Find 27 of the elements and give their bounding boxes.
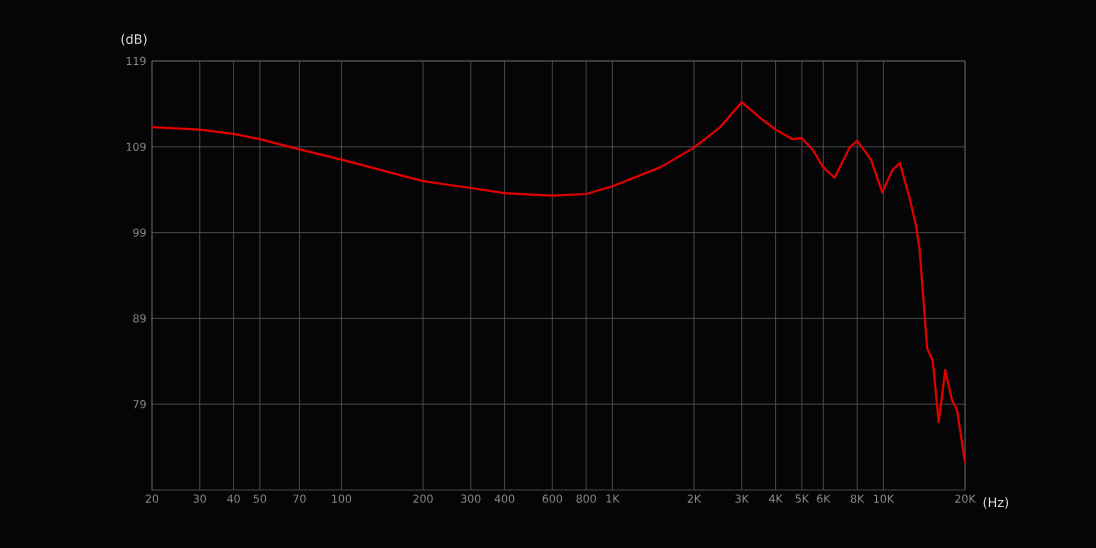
x-tick-label: 100: [332, 494, 352, 503]
y-tick-label: 99: [133, 228, 146, 237]
x-tick-label: 800: [576, 494, 596, 503]
x-tick-label: 300: [461, 494, 481, 503]
x-tick-label: 1K: [606, 494, 620, 503]
x-tick-label: 30: [193, 494, 206, 503]
x-tick-label: 3K: [735, 494, 750, 503]
x-tick-label: 6K: [817, 494, 831, 503]
x-tick-label: 600: [542, 494, 563, 503]
x-tick-label: 20: [145, 494, 159, 503]
y-tick-label: 119: [126, 56, 146, 66]
x-tick-label: 5K: [795, 494, 810, 503]
x-axis-title: (Hz): [983, 497, 1009, 509]
x-tick-label: 4K: [769, 494, 783, 503]
x-tick-label: 200: [413, 494, 433, 503]
x-tick-label: 2K: [687, 494, 702, 503]
x-tick-label: 400: [494, 494, 515, 503]
y-tick-label: 109: [126, 142, 146, 151]
x-tick-label: 40: [227, 494, 240, 503]
x-tick-label: 20K: [955, 494, 976, 503]
x-tick-label: 10K: [874, 494, 895, 503]
x-tick-label: 50: [253, 494, 267, 503]
y-tick-label: 79: [133, 400, 146, 409]
x-tick-label: 8K: [850, 494, 865, 503]
y-axis-title: (dB): [121, 33, 147, 46]
y-tick-label: 89: [133, 314, 146, 323]
x-tick-label: 70: [293, 494, 306, 503]
